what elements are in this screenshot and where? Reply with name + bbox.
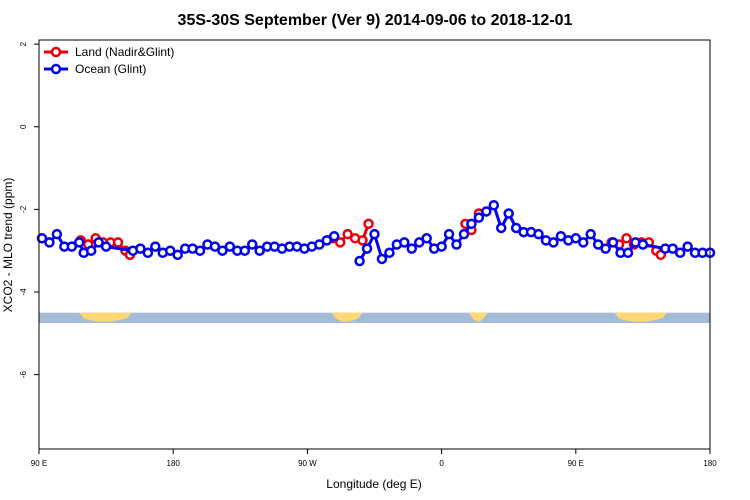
data-point-1-0-11 (135, 243, 146, 254)
legend-label-land: Land (Nadir&Glint) (75, 45, 174, 59)
data-point-1-1-36 (622, 247, 634, 259)
data-point-1-1-14 (458, 228, 470, 240)
data-point-1-1-42 (682, 241, 693, 252)
chart-title: 35S-30S September (Ver 9) 2014-09-06 to … (178, 12, 573, 29)
data-point-1-1-30 (578, 237, 589, 248)
data-point-1-1-34 (607, 237, 619, 248)
x-tick-label-4: 90 E (568, 459, 584, 468)
legend-item-ocean: Ocean (Glint) (44, 62, 146, 76)
data-point-1-0-21 (209, 241, 221, 252)
data-point-1-1-20 (503, 208, 514, 219)
x-axis: 90 E 180 90 W 0 90 E 180 (31, 449, 717, 468)
data-point-1-1-40 (667, 243, 678, 254)
data-point-1-1-16 (473, 212, 485, 223)
data-point-1-0-23 (224, 241, 236, 252)
data-point-0-1-5 (363, 218, 374, 230)
data-point-1-1-38 (637, 239, 649, 250)
data-point-1-1-41 (674, 247, 686, 259)
data-point-1-0-27 (254, 245, 265, 256)
y-tick-label-2: -2 (19, 205, 28, 213)
data-point-1-1-19 (495, 222, 507, 234)
data-point-1-0-12 (142, 247, 154, 259)
data-point-1-1-26 (548, 237, 559, 248)
data-point-1-1-33 (600, 243, 611, 254)
data-point-1-1-11 (436, 241, 447, 252)
data-point-1-1-12 (443, 228, 455, 240)
y-axis: 2 0 -2 -4 -6 (19, 41, 39, 378)
series-layer (36, 200, 716, 267)
data-point-1-1-13 (451, 239, 462, 250)
land-mass-2 (468, 312, 488, 322)
land-mass-1 (331, 312, 363, 322)
data-point-1-0-8 (93, 237, 104, 248)
data-point-0-1-4 (357, 235, 368, 246)
data-point-1-0-5 (74, 237, 85, 248)
data-point-1-0-13 (150, 241, 161, 252)
data-point-0-1-1 (334, 237, 346, 248)
data-point-1-1-29 (570, 233, 582, 244)
y-tick-label-1: 0 (19, 124, 28, 129)
data-point-1-0-7 (85, 245, 97, 256)
data-point-1-1-1 (361, 243, 373, 254)
data-point-1-0-35 (314, 239, 325, 250)
legend-item-land: Land (Nadir&Glint) (44, 45, 174, 59)
data-point-1-1-21 (510, 222, 522, 234)
land-mass-0 (79, 312, 132, 322)
legend-marker-land (50, 46, 62, 58)
land-mass-3 (614, 312, 667, 322)
data-point-1-1-8 (413, 237, 425, 248)
data-point-1-1-18 (488, 200, 500, 211)
data-point-1-1-24 (533, 228, 544, 240)
data-point-0-0-5 (112, 237, 124, 248)
x-tick-label-2: 90 W (298, 459, 317, 468)
data-point-1-1-32 (592, 239, 604, 250)
data-point-1-1-9 (421, 233, 432, 244)
data-point-1-1-17 (481, 206, 492, 217)
data-point-1-1-6 (399, 237, 410, 248)
data-point-1-0-36 (321, 235, 333, 246)
data-point-1-1-15 (466, 218, 477, 230)
data-point-1-1-31 (585, 228, 596, 240)
data-point-1-0-4 (66, 241, 78, 252)
legend: Land (Nadir&Glint) Ocean (Glint) (44, 45, 174, 76)
data-point-1-0-15 (164, 245, 176, 256)
land-ocean-strip (39, 312, 710, 323)
legend-label-ocean: Ocean (Glint) (75, 62, 146, 76)
data-point-1-0-26 (246, 239, 258, 250)
y-axis-label: XCO2 - MLO trend (ppm) (1, 178, 15, 313)
y-tick-label-0: 2 (19, 41, 28, 46)
x-axis-label: Longitude (deg E) (326, 477, 421, 491)
data-point-1-1-3 (376, 253, 388, 265)
data-point-1-1-7 (406, 243, 418, 254)
legend-marker-ocean (50, 63, 62, 75)
data-point-0-3-2 (621, 233, 632, 244)
data-point-1-0-37 (328, 230, 340, 242)
x-tick-label-3: 0 (439, 459, 444, 468)
data-point-1-1-27 (555, 230, 567, 242)
data-point-1-0-22 (217, 245, 228, 256)
data-point-1-0-25 (239, 245, 251, 256)
data-point-1-0-2 (51, 228, 63, 240)
ocean-band (39, 312, 710, 323)
data-point-1-1-4 (384, 247, 395, 259)
data-point-1-1-2 (369, 228, 380, 240)
data-point-1-0-16 (172, 249, 183, 261)
plot-frame (38, 39, 711, 450)
data-point-1-0-19 (194, 245, 206, 256)
data-point-1-0-0 (36, 233, 48, 244)
y-tick-label-4: -6 (19, 371, 28, 379)
data-point-1-0-1 (44, 237, 55, 248)
data-point-0-1-2 (342, 228, 353, 240)
x-tick-label-0: 90 E (31, 459, 47, 468)
x-tick-label-5: 180 (703, 459, 717, 468)
y-tick-label-3: -4 (19, 288, 28, 296)
data-point-1-1-0 (354, 255, 365, 267)
data-point-1-0-9 (100, 241, 112, 252)
x-tick-label-1: 180 (167, 459, 181, 468)
